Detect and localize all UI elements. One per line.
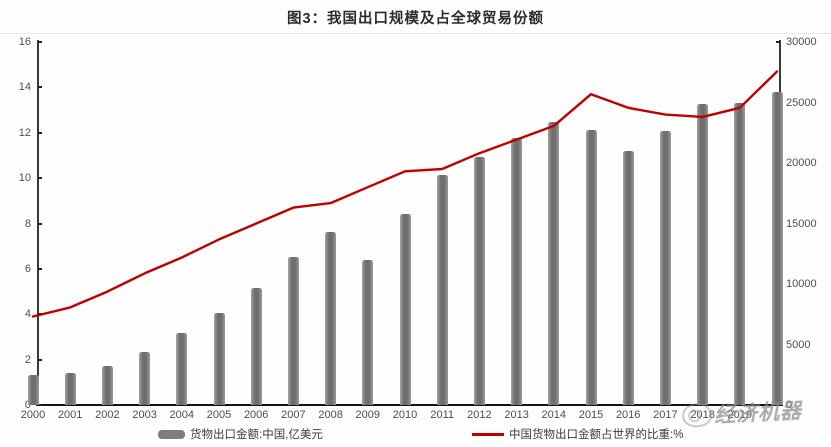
bar-2012: [473, 157, 485, 405]
x-axis-tick-label: 2019: [727, 409, 753, 421]
right-axis-tick-label: 0: [786, 399, 793, 411]
x-axis-tick-label: 2017: [653, 409, 678, 421]
x-axis-tick-label: 2016: [615, 409, 641, 421]
bar-2004: [176, 333, 188, 405]
x-axis-tick-label: 2000: [20, 409, 46, 421]
left-axis-tick: [38, 358, 42, 361]
left-axis-tick-label: 4: [24, 308, 31, 321]
line-series-swatch: [472, 432, 504, 436]
bar-2008: [325, 231, 337, 405]
legend-label-line: 中国货物出口金额占世界的比重:%: [509, 429, 684, 441]
x-axis: [36, 404, 783, 406]
legend-item-bars: 货物出口金额:中国,亿美元: [158, 426, 323, 442]
legend-item-line: 中国货物出口金额占世界的比重:%: [472, 426, 683, 442]
left-axis-tick: [38, 222, 42, 225]
bar-2001: [64, 372, 76, 405]
left-axis-tick-label: 12: [18, 126, 31, 139]
bar-2017: [659, 131, 671, 405]
left-axis-tick: [38, 313, 42, 316]
right-axis-tick-label: 20000: [786, 157, 817, 169]
legend-label-bars: 货物出口金额:中国,亿美元: [190, 429, 323, 441]
bar-2006: [250, 287, 262, 405]
left-axis-tick: [38, 41, 42, 43]
right-axis-tick-label: 25000: [786, 96, 817, 109]
x-axis-tick-label: 2002: [95, 409, 120, 421]
left-axis-tick-label: 2: [24, 353, 31, 366]
right-axis-tick-label: 30000: [786, 36, 817, 48]
bar-2015: [585, 129, 597, 405]
bar-series-swatch: [158, 429, 185, 439]
x-axis-tick-label: 2012: [467, 409, 492, 421]
x-axis-tick-label: 2013: [504, 409, 529, 421]
bar-2002: [101, 365, 113, 405]
right-axis-tick: [776, 41, 780, 43]
bar-2016: [622, 151, 634, 405]
bar-2009: [362, 259, 374, 405]
bar-2010: [399, 214, 411, 405]
right-axis-tick-label: 5000: [786, 338, 811, 351]
right-axis-tick: [776, 404, 780, 406]
right-axis-tick-label: 10000: [786, 278, 817, 290]
x-axis-tick-label: 2018: [690, 409, 715, 421]
bar-2003: [139, 351, 151, 405]
bar-2020: [771, 91, 783, 405]
x-axis-tick-label: 2004: [169, 409, 195, 421]
x-axis-tick-label: 2011: [430, 409, 455, 421]
legend: 货物出口金额:中国,亿美元 中国货物出口金额占世界的比重:%: [0, 426, 831, 444]
x-axis-tick-label: 2015: [578, 409, 604, 421]
title-separator: [0, 33, 831, 34]
x-axis-tick-label: 2007: [281, 409, 306, 421]
bar-2005: [213, 312, 225, 405]
chart-title: 图3：我国出口规模及占全球贸易份额: [286, 11, 545, 27]
x-axis-tick-label: 2008: [318, 409, 343, 421]
bar-2007: [287, 257, 299, 405]
x-axis-tick-label: 2003: [132, 409, 157, 421]
bar-2011: [436, 175, 448, 405]
left-axis-tick-label: 10: [18, 172, 31, 185]
x-axis-tick-label: 2005: [206, 409, 232, 421]
x-axis-tick-label: 2014: [541, 409, 567, 421]
bar-2013: [511, 137, 523, 405]
bar-2018: [697, 104, 709, 405]
left-axis-tick: [38, 404, 42, 406]
left-axis-tick: [38, 86, 42, 89]
x-axis-tick-label: 2010: [392, 409, 418, 421]
left-axis-tick-label: 14: [18, 81, 31, 94]
left-axis-tick-label: 6: [24, 262, 31, 275]
x-axis-tick-label: 2009: [355, 409, 381, 421]
left-axis-tick-label: 16: [18, 36, 31, 48]
left-axis-tick: [38, 131, 42, 134]
x-axis-tick-label: 2006: [243, 409, 269, 421]
left-axis-tick-label: 0: [24, 399, 31, 411]
bar-2000: [27, 374, 39, 405]
left-axis-tick: [38, 177, 42, 180]
x-axis-tick-label: 2001: [57, 409, 83, 421]
left-axis-tick-label: 8: [24, 217, 31, 230]
right-axis-tick-label: 15000: [786, 217, 817, 230]
bar-2014: [548, 121, 560, 405]
bar-2019: [734, 102, 746, 405]
left-axis-tick: [38, 267, 42, 270]
